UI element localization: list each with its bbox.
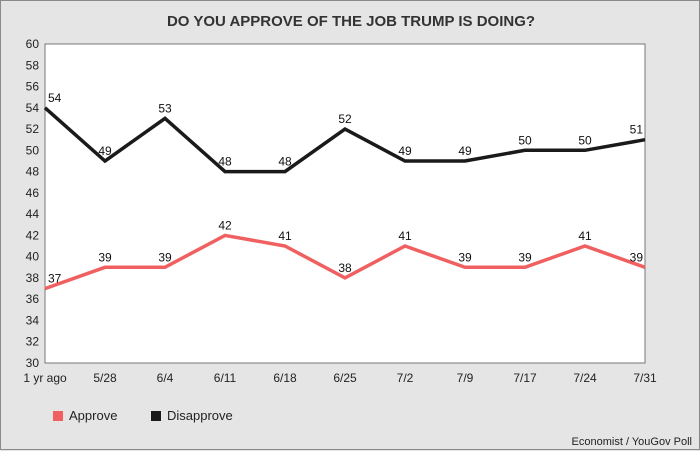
y-tick-label-48: 48 [26,165,40,179]
data-labels: 37 39 39 42 41 38 41 39 39 41 39 54 49 53 48 48 52 49 49 50… [48,91,643,286]
data-label-disapprove-10: 51 [630,123,644,137]
data-label-approve-5: 38 [338,261,352,275]
x-tick-label-2: 6/4 [157,371,174,385]
data-label-disapprove-6: 49 [398,144,412,158]
data-label-approve-9: 41 [578,229,592,243]
x-tick-label-0: 1 yr ago [23,371,67,385]
x-tick-label-3: 6/11 [214,371,237,385]
y-tick-label-34: 34 [26,313,40,327]
data-label-approve-3: 42 [218,218,232,232]
data-label-approve-0: 37 [48,272,62,286]
y-tick-label-56: 56 [26,80,40,94]
data-label-disapprove-8: 50 [518,133,532,147]
x-tick-label-10: 7/31 [633,371,657,385]
data-label-disapprove-9: 50 [578,133,592,147]
legend-label-approve: Approve [69,408,117,423]
data-label-approve-10: 39 [630,250,644,264]
data-label-approve-4: 41 [278,229,292,243]
data-label-disapprove-2: 53 [158,101,172,115]
y-tick-label-42: 42 [26,228,40,242]
x-tick-label-5: 6/25 [333,371,357,385]
x-tick-label-1: 5/28 [93,371,117,385]
series-lines [43,106,646,291]
data-label-approve-2: 39 [158,250,172,264]
y-tick-label-54: 54 [26,101,40,115]
legend: Approve Disapprove [53,408,233,423]
legend-swatch-disapprove [151,411,161,421]
y-tick-label-52: 52 [26,122,40,136]
data-label-disapprove-3: 48 [218,155,232,169]
y-tick-label-44: 44 [26,207,40,221]
chart-title: DO YOU APPROVE OF THE JOB TRUMP IS DOING… [167,13,535,30]
x-tick-label-9: 7/24 [573,371,597,385]
data-label-approve-8: 39 [518,250,532,264]
y-tick-label-36: 36 [26,292,40,306]
y-axis: 30 32 34 36 38 40 42 44 46 48 50 52 54 56 58 60 [26,37,40,370]
data-label-disapprove-1: 49 [98,144,112,158]
y-tick-label-32: 32 [26,335,40,349]
data-label-disapprove-7: 49 [458,144,472,158]
x-tick-label-7: 7/9 [457,371,474,385]
plot-area [44,43,646,364]
data-label-disapprove-0: 54 [48,91,62,105]
y-tick-label-46: 46 [26,186,40,200]
x-axis: 1 yr ago 5/28 6/4 6/11 6/18 6/25 7/2 7/9 7/17 7/2… [23,371,657,385]
x-tick-label-8: 7/17 [513,371,537,385]
x-tick-label-4: 6/18 [273,371,297,385]
y-tick-label-60: 60 [26,37,40,51]
y-tick-label-38: 38 [26,271,40,285]
y-tick-label-50: 50 [26,143,40,157]
x-tick-label-6: 7/2 [397,371,414,385]
y-tick-label-40: 40 [26,250,40,264]
series-line-disapprove [43,106,646,174]
data-label-disapprove-5: 52 [338,112,352,126]
source-note: Economist / YouGov Poll [572,436,692,448]
legend-swatch-approve [53,411,63,421]
y-tick-label-30: 30 [26,356,40,370]
data-label-disapprove-4: 48 [278,155,292,169]
data-label-approve-6: 41 [398,229,412,243]
data-label-approve-7: 39 [458,250,472,264]
y-tick-label-58: 58 [26,58,40,72]
data-label-approve-1: 39 [98,250,112,264]
series-line-approve [44,233,646,291]
legend-label-disapprove: Disapprove [167,408,233,423]
